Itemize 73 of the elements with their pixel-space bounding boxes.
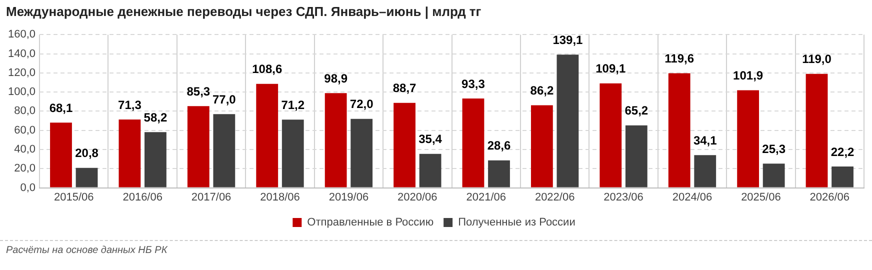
text: Расчёты на основе данных НБ РК [6, 245, 168, 256]
bar [350, 118, 373, 188]
data-label: 93,3 [462, 76, 486, 91]
y-tick-label: 160,0 [8, 28, 36, 41]
bar [488, 160, 510, 188]
data-label: 109,1 [596, 62, 626, 76]
bar [50, 122, 72, 188]
data-label: 98,9 [324, 71, 348, 86]
data-label: 85,3 [186, 84, 210, 98]
bar [694, 155, 716, 188]
data-label: 139,1 [552, 32, 584, 47]
data-label: 77,0 [212, 92, 236, 106]
bar [282, 120, 304, 188]
data-label: 68,1 [49, 100, 73, 115]
x-tick-label: 2015/06 [54, 191, 94, 204]
y-tick-label: 60,0 [14, 124, 36, 136]
data-label: 22,2 [830, 144, 855, 159]
chart-title: Международные денежные переводы через СДП. Январь–июнь | млрд тг [6, 4, 482, 19]
bar [394, 102, 416, 188]
data-label: 72,0 [350, 97, 374, 112]
bar [737, 90, 760, 188]
legend-label: Отправленные в Россию [307, 216, 434, 229]
x-tick-label: 2018/06 [260, 191, 300, 204]
y-tick-label: 100,0 [8, 86, 36, 98]
y-tick-label: 0,0 [20, 182, 36, 194]
x-tick-label: 2020/06 [398, 191, 438, 204]
bar [419, 154, 442, 188]
legend-label: Полученные из России [458, 216, 576, 229]
bar [324, 93, 347, 188]
x-tick-label: 2016/06 [122, 191, 162, 204]
data-label: 34,1 [693, 133, 718, 148]
data-label: 86,2 [530, 84, 554, 98]
data-label: 88,7 [392, 81, 417, 96]
bar [76, 168, 98, 188]
y-tick-label: 80,0 [14, 105, 36, 118]
data-label: 28,6 [487, 138, 511, 153]
bar [625, 125, 648, 188]
bar [762, 164, 785, 188]
data-label: 35,4 [418, 132, 442, 146]
data-label: 20,8 [75, 146, 99, 160]
bar [832, 166, 854, 188]
x-tick-label: 2024/06 [672, 191, 712, 204]
bar [187, 106, 210, 188]
y-tick-label: 40,0 [14, 144, 36, 156]
y-tick-label: 140,0 [8, 48, 36, 60]
data-label: 25,3 [762, 142, 786, 156]
data-label: 119,6 [664, 52, 694, 66]
bar [462, 98, 484, 188]
bar [806, 74, 828, 188]
x-tick-label: 2025/06 [741, 191, 781, 204]
x-tick-label: 2023/06 [604, 191, 644, 204]
bar [530, 105, 553, 188]
data-label: 108,6 [252, 62, 282, 76]
x-tick-label: 2026/06 [810, 191, 850, 204]
x-tick-label: 2022/06 [534, 191, 575, 204]
data-label: 71,3 [118, 98, 142, 112]
data-label: 101,9 [733, 68, 764, 83]
bar [144, 132, 166, 188]
x-tick-label: 2021/06 [466, 191, 506, 204]
x-tick-label: 2017/06 [191, 191, 232, 204]
bar [668, 73, 690, 188]
bar [256, 84, 278, 188]
data-label: 71,2 [281, 98, 305, 112]
bar [600, 83, 622, 188]
bar [213, 114, 236, 188]
y-tick-label: 120,0 [8, 66, 36, 79]
y-tick-label: 20,0 [14, 162, 36, 175]
data-label: 119,0 [802, 52, 832, 66]
bar [556, 54, 579, 188]
x-tick-label: 2019/06 [328, 191, 369, 204]
bar [118, 120, 141, 188]
data-label: 65,2 [624, 104, 648, 118]
data-label: 58,2 [144, 110, 168, 124]
